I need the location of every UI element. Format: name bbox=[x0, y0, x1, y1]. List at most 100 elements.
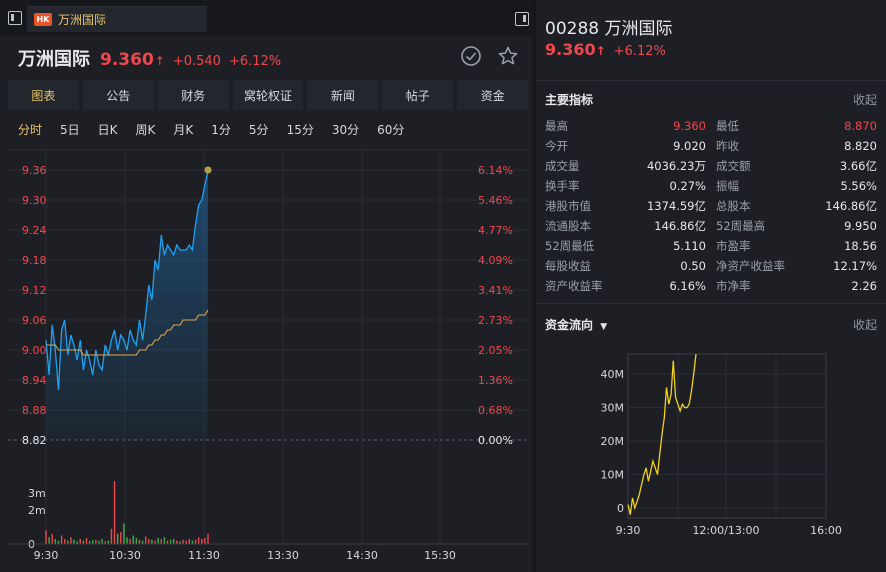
volume-bar bbox=[138, 539, 141, 544]
metric-label: 最低 bbox=[716, 119, 739, 133]
metric-value: 8.820 bbox=[844, 139, 877, 153]
metric-value: 9.020 bbox=[673, 139, 706, 153]
period-8[interactable]: 30分 bbox=[331, 122, 360, 137]
volume-bar bbox=[157, 538, 159, 544]
stock-name: 万洲国际 bbox=[18, 49, 90, 70]
panel-divider[interactable] bbox=[532, 0, 536, 572]
period-9[interactable]: 60分 bbox=[377, 122, 405, 137]
volume-bar bbox=[148, 538, 150, 544]
add-watchlist-check-icon[interactable] bbox=[460, 45, 482, 67]
stock-tab-title: 万洲国际 bbox=[58, 13, 107, 27]
stock-code: 00288 bbox=[545, 19, 600, 39]
volume-bar bbox=[73, 539, 75, 544]
metric-row: 52周最低 5.110 市盈率 18.56 bbox=[545, 236, 877, 256]
metric-label: 52周最高 bbox=[716, 219, 766, 233]
volume-bar bbox=[194, 539, 197, 544]
metric-value: 146.86亿 bbox=[654, 219, 706, 233]
toggle-left-panel-icon[interactable] bbox=[8, 11, 22, 25]
capital-flow-chart[interactable]: 40M 30M 20M 10M 0 9:30 12:00/13:00 16:00 bbox=[536, 340, 886, 572]
flow-y-tick-label: 30M bbox=[601, 402, 625, 415]
y-pct-tick-label: 3.41% bbox=[478, 284, 513, 297]
capital-flow-title: 资金流向 bbox=[545, 318, 594, 332]
flow-x-tick-label: 12:00/13:00 bbox=[692, 524, 759, 537]
metric-row: 港股市值 1374.59亿 总股本 146.86亿 bbox=[545, 196, 877, 216]
volume-bar bbox=[82, 540, 85, 544]
capital-flow-dropdown[interactable]: 资金流向 ▼ bbox=[545, 316, 607, 333]
period-4[interactable]: 月K bbox=[173, 122, 194, 137]
y-pct-tick-label: 0.68% bbox=[478, 404, 513, 417]
quote-stock-name: 万洲国际 bbox=[604, 19, 673, 39]
quote-up-arrow-icon: ↑ bbox=[595, 44, 606, 58]
metrics-collapse-button[interactable]: 收起 bbox=[852, 93, 877, 107]
y-pct-tick-label: 5.46% bbox=[478, 194, 513, 207]
period-3[interactable]: 周K bbox=[135, 122, 156, 137]
volume-bar bbox=[160, 538, 162, 544]
volume-bar bbox=[135, 538, 138, 544]
metric-row: 流通股本 146.86亿 52周最高 9.950 bbox=[545, 216, 877, 236]
y-pct-tick-label: 4.09% bbox=[478, 254, 513, 267]
flow-collapse-button[interactable]: 收起 bbox=[852, 318, 877, 332]
tab-2[interactable]: 财务 bbox=[157, 80, 229, 110]
latest-price-dot bbox=[204, 166, 212, 174]
volume-bar bbox=[126, 537, 128, 544]
volume-bar bbox=[144, 536, 147, 544]
y-price-tick-label: 8.82 bbox=[22, 434, 47, 447]
volume-bar bbox=[116, 533, 119, 544]
volume-bar bbox=[185, 540, 187, 544]
volume-bar bbox=[191, 540, 194, 544]
x-tick-label: 10:30 bbox=[109, 549, 141, 562]
tab-1[interactable]: 公告 bbox=[82, 80, 154, 110]
flow-y-tick-label: 0 bbox=[617, 502, 624, 515]
volume-bar bbox=[163, 537, 166, 544]
stock-tab[interactable]: HK 万洲国际 bbox=[27, 6, 207, 32]
volume-tick-label: 2m bbox=[28, 504, 46, 517]
period-0[interactable]: 分时 bbox=[18, 122, 43, 137]
metric-value: 8.870 bbox=[844, 119, 877, 133]
tab-4[interactable]: 新闻 bbox=[307, 80, 379, 110]
tab-5[interactable]: 帖子 bbox=[382, 80, 454, 110]
metric-label: 换手率 bbox=[545, 179, 580, 193]
volume-bar bbox=[176, 540, 178, 544]
quote-title: 00288 万洲国际 bbox=[545, 14, 673, 39]
metric-label: 最高 bbox=[545, 119, 568, 133]
period-6[interactable]: 5分 bbox=[248, 122, 269, 137]
metric-value: 5.56% bbox=[840, 179, 877, 193]
tab-3[interactable]: 窝轮权证 bbox=[232, 80, 304, 110]
metric-label: 今开 bbox=[545, 139, 568, 153]
x-tick-label: 9:30 bbox=[34, 549, 59, 562]
volume-bar bbox=[123, 523, 125, 544]
stock-price: 9.360 bbox=[100, 50, 154, 70]
volume-bar bbox=[188, 538, 191, 544]
metric-label: 总股本 bbox=[716, 199, 751, 213]
volume-bar bbox=[166, 540, 169, 544]
flow-plot-frame bbox=[627, 353, 827, 519]
favorite-star-icon[interactable] bbox=[497, 45, 519, 67]
capital-flow-line bbox=[627, 353, 697, 515]
y-price-tick-label: 9.00 bbox=[22, 344, 47, 357]
metric-label: 净资产收益率 bbox=[716, 259, 785, 273]
metric-label: 港股市值 bbox=[545, 199, 591, 213]
volume-bar bbox=[201, 538, 203, 544]
divider bbox=[536, 80, 886, 81]
tab-0[interactable]: 图表 bbox=[8, 80, 79, 110]
period-7[interactable]: 15分 bbox=[286, 122, 314, 137]
volume-bar bbox=[85, 538, 88, 544]
metric-row: 换手率 0.27% 振幅 5.56% bbox=[545, 176, 877, 196]
metric-label: 52周最低 bbox=[545, 239, 595, 253]
metric-label: 昨收 bbox=[716, 139, 739, 153]
period-2[interactable]: 日K bbox=[97, 122, 118, 137]
metric-label: 市盈率 bbox=[716, 239, 751, 253]
period-1[interactable]: 5日 bbox=[60, 122, 80, 137]
capital-flow-svg: 40M 30M 20M 10M 0 9:30 12:00/13:00 16:00 bbox=[601, 353, 842, 537]
tab-6[interactable]: 资金 bbox=[457, 80, 529, 110]
toggle-right-panel-icon[interactable] bbox=[515, 12, 529, 26]
metric-value: 1374.59亿 bbox=[646, 199, 706, 213]
intraday-chart[interactable]: 9.36 6.14% 9.30 5.46% 9.24 4.77% 9.18 4.09% 9.12… bbox=[8, 146, 528, 570]
chart-panel: HK 万洲国际 万洲国际 9.360 ↑ +0.540 +6.12% 图表 公告财… bbox=[8, 6, 529, 570]
metric-label: 成交量 bbox=[545, 159, 580, 173]
metric-value: 4036.23万 bbox=[646, 159, 706, 173]
quote-price: 9.360 bbox=[545, 40, 596, 59]
period-5[interactable]: 1分 bbox=[211, 122, 231, 137]
volume-bar bbox=[70, 537, 72, 544]
volume-bar bbox=[45, 530, 47, 544]
